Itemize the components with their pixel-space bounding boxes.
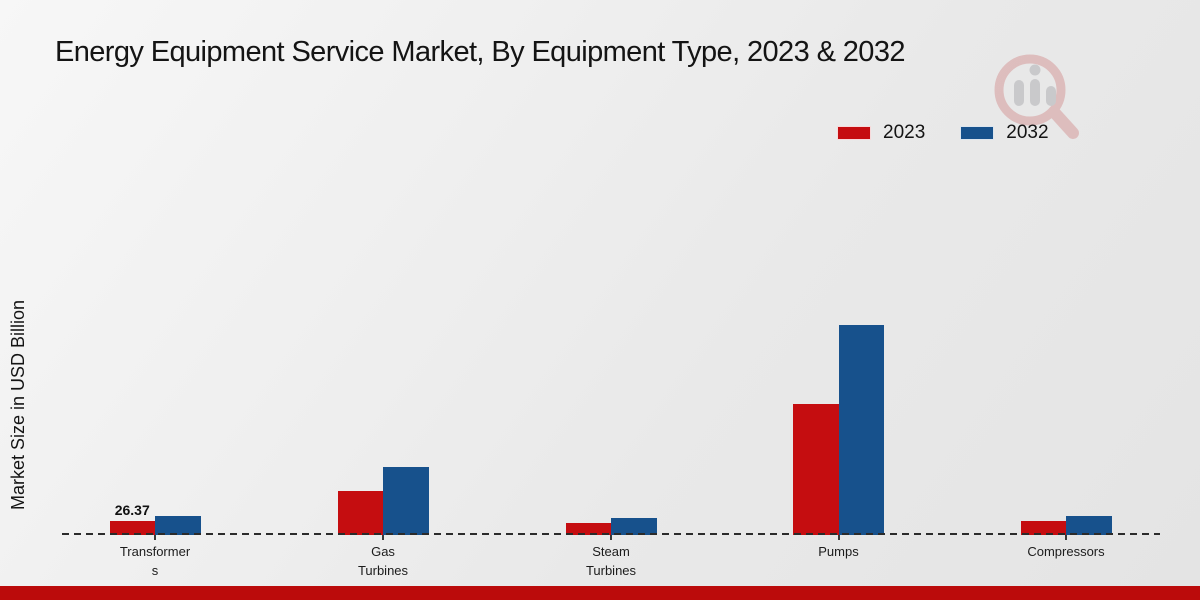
bar-2023-gas-turbines — [337, 490, 383, 535]
x-axis-baseline — [62, 533, 1160, 535]
x-axis-category-label: Gas Turbines — [357, 544, 409, 578]
legend-label: 2032 — [1006, 122, 1049, 143]
legend-swatch-2023 — [837, 126, 871, 140]
bar-data-label: 26.37 — [114, 502, 150, 518]
bar-2032-gas-turbines — [383, 466, 429, 535]
x-axis-tick — [382, 535, 384, 540]
legend-label: 2023 — [883, 122, 926, 143]
bar-2032-pumps — [838, 324, 884, 535]
x-axis-category-label: Steam Turbines — [585, 544, 637, 578]
legend: 2023 2032 — [837, 122, 1049, 144]
x-axis-tick — [1065, 535, 1067, 540]
bar-2032-steam-turbines — [611, 518, 657, 535]
x-axis-category-label: Transformer s — [119, 544, 191, 578]
legend-item-2023: 2023 — [837, 122, 925, 144]
legend-item-2032: 2032 — [960, 122, 1049, 144]
bar-2023-steam-turbines — [565, 523, 611, 535]
x-axis-tick — [154, 535, 156, 540]
bar-2032-transformers — [155, 515, 201, 535]
bar-2023-transformers — [109, 521, 155, 535]
x-axis-category-label: Compressors — [1027, 544, 1105, 559]
chart-title: Energy Equipment Service Market, By Equi… — [55, 36, 905, 68]
bar-2023-compressors — [1020, 520, 1066, 535]
x-axis-tick — [610, 535, 612, 540]
x-axis-category-label: Pumps — [818, 544, 859, 559]
legend-swatch-2032 — [960, 126, 995, 140]
watermark-logo — [994, 54, 1079, 139]
bottom-accent-bar — [0, 586, 1200, 600]
bar-2032-compressors — [1066, 515, 1112, 535]
x-axis-tick — [837, 535, 840, 540]
bar-2023-pumps — [793, 403, 839, 535]
